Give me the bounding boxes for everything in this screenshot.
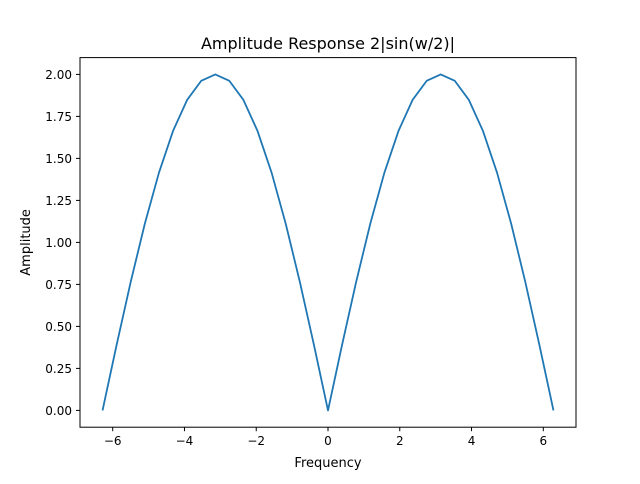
y-tick-label: 1.00 xyxy=(45,236,72,250)
x-tick-label: 6 xyxy=(539,434,547,448)
y-axis-label: Amplitude xyxy=(19,209,34,276)
x-tick-label: 2 xyxy=(396,434,404,448)
y-tick-label: 1.25 xyxy=(45,194,72,208)
y-tick-label: 0.00 xyxy=(45,404,72,418)
y-tick-label: 1.50 xyxy=(45,152,72,166)
x-tick-label: −6 xyxy=(104,434,122,448)
series-layer xyxy=(101,73,555,412)
y-tick-label: 1.75 xyxy=(45,110,72,124)
x-tick-label: −4 xyxy=(176,434,194,448)
y-axis-ticks: 0.00 0.25 0.50 0.75 1.00 1.25 1.50 1.75 2.00 xyxy=(45,68,80,418)
series-line-0 xyxy=(101,73,555,412)
x-axis-ticks: −6 −4 −2 0 2 4 6 xyxy=(104,427,547,448)
x-tick-label: 4 xyxy=(468,434,476,448)
x-tick-label: 0 xyxy=(324,434,332,448)
y-tick-label: 0.25 xyxy=(45,362,72,376)
x-tick-label: −2 xyxy=(247,434,265,448)
x-axis-label: Frequency xyxy=(294,456,361,471)
chart-title: Amplitude Response 2|sin(w/2)| xyxy=(201,34,455,53)
y-tick-label: 0.75 xyxy=(45,278,72,292)
y-tick-label: 0.50 xyxy=(45,320,72,334)
y-tick-label: 2.00 xyxy=(45,68,72,82)
